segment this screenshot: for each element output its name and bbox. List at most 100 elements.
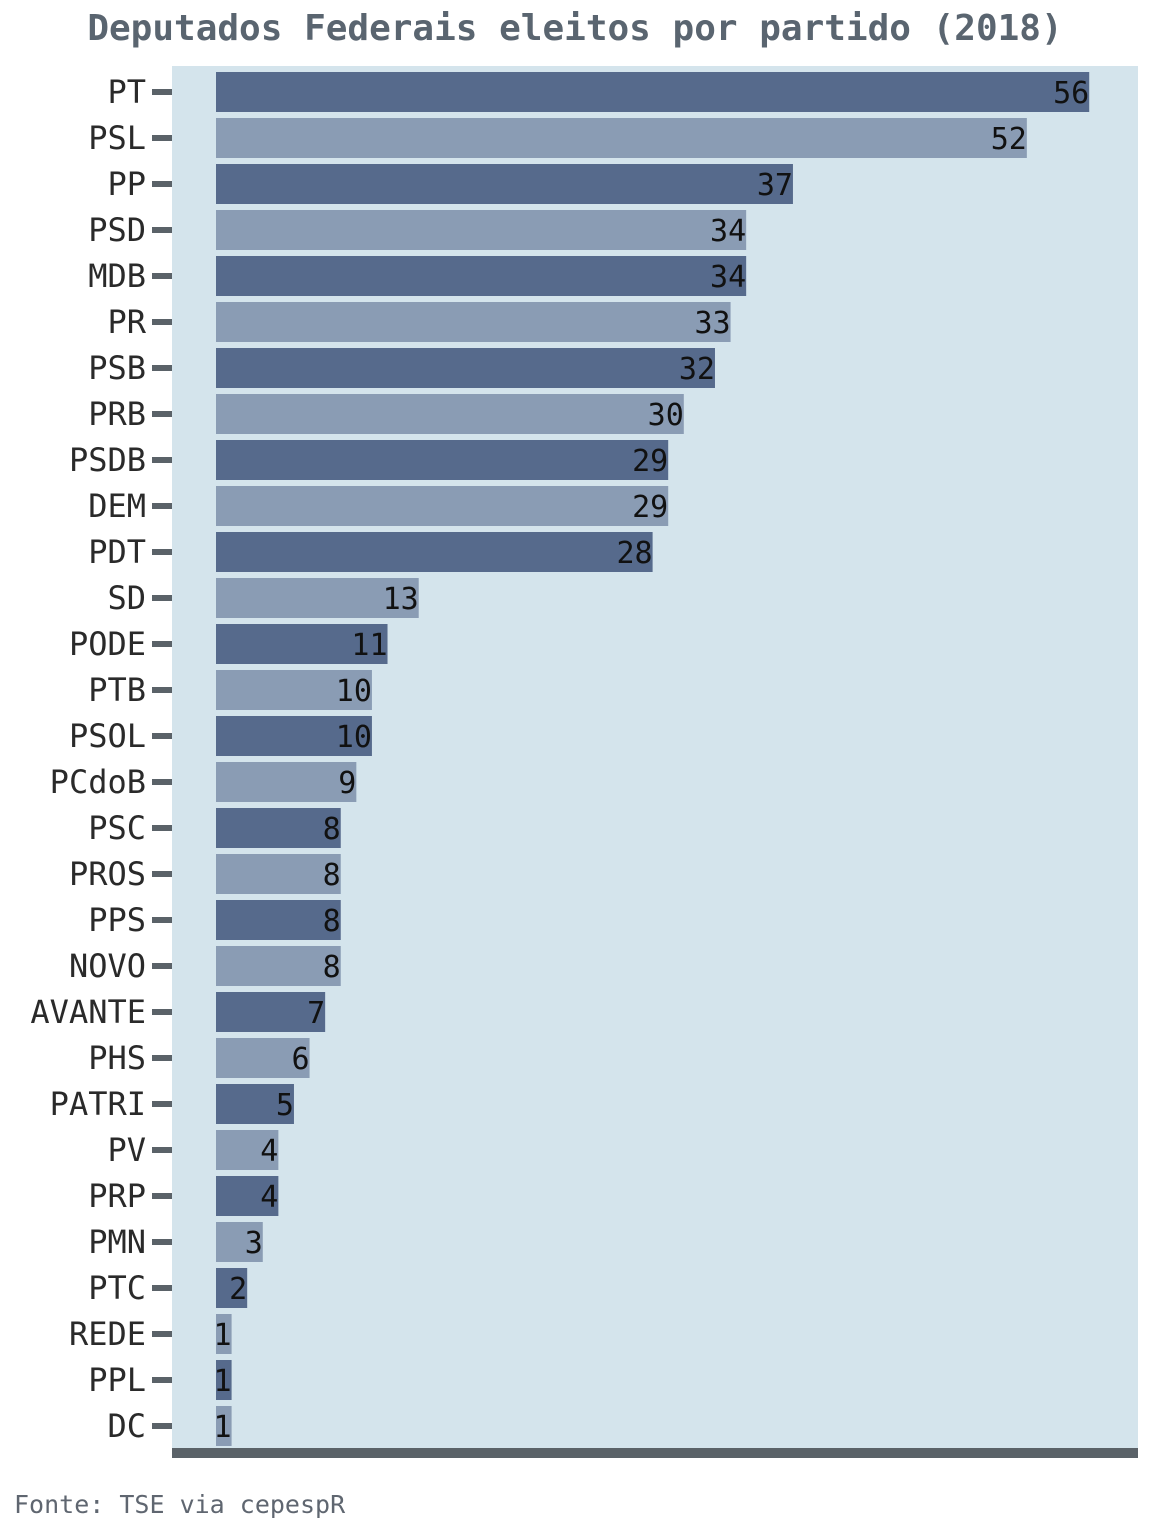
category-label-ptb: PTB xyxy=(88,671,146,709)
value-label-phs: 6 xyxy=(291,1042,309,1077)
value-label-psb: 32 xyxy=(679,352,715,387)
bar-psdb xyxy=(216,440,669,480)
value-label-dem: 29 xyxy=(632,490,668,525)
value-label-psd: 34 xyxy=(710,214,746,249)
y-tick-prb xyxy=(152,411,172,417)
bar-ptc xyxy=(216,1268,248,1308)
category-label-ptc: PTC xyxy=(88,1269,146,1307)
value-label-pcdob: 9 xyxy=(338,766,356,801)
value-label-pdt: 28 xyxy=(616,536,652,571)
value-labels: 5652373434333230292928131110109888876544… xyxy=(214,76,1090,1445)
category-label-psc: PSC xyxy=(88,809,146,847)
y-tick-ptb xyxy=(152,687,172,693)
bar-pode xyxy=(216,624,388,664)
category-label-dc: DC xyxy=(107,1407,146,1445)
value-label-ppl: 1 xyxy=(214,1364,232,1399)
category-label-patri: PATRI xyxy=(50,1085,146,1123)
y-tick-rede xyxy=(152,1331,172,1337)
y-tick-psdb xyxy=(152,457,172,463)
category-label-psd: PSD xyxy=(88,211,146,249)
category-label-psol: PSOL xyxy=(69,717,146,755)
category-label-pr: PR xyxy=(107,303,146,341)
y-tick-prp xyxy=(152,1193,172,1199)
bar-pmn xyxy=(216,1222,263,1262)
y-tick-pros xyxy=(152,871,172,877)
category-label-pv: PV xyxy=(107,1131,146,1169)
category-label-rede: REDE xyxy=(69,1315,146,1353)
value-label-pv: 4 xyxy=(260,1134,278,1169)
chart-title: Deputados Federais eleitos por partido (… xyxy=(87,8,1062,49)
value-label-rede: 1 xyxy=(214,1318,232,1353)
category-label-psdb: PSDB xyxy=(69,441,146,479)
bar-ppl xyxy=(216,1360,232,1400)
bars xyxy=(216,72,1090,1446)
bar-mdb xyxy=(216,256,747,296)
bar-pcdob xyxy=(216,762,357,802)
y-tick-sd xyxy=(152,595,172,601)
category-label-mdb: MDB xyxy=(88,257,146,295)
category-label-psb: PSB xyxy=(88,349,146,387)
bar-pros xyxy=(216,854,341,894)
category-label-pros: PROS xyxy=(69,855,146,893)
category-label-psl: PSL xyxy=(88,119,146,157)
value-label-sd: 13 xyxy=(383,582,419,617)
bar-pdt xyxy=(216,532,653,572)
value-label-pps: 8 xyxy=(323,904,341,939)
category-label-dem: DEM xyxy=(88,487,146,525)
y-tick-pp xyxy=(152,181,172,187)
value-label-psc: 8 xyxy=(323,812,341,847)
bar-prp xyxy=(216,1176,279,1216)
category-label-pmn: PMN xyxy=(88,1223,146,1261)
category-label-avante: AVANTE xyxy=(30,993,146,1031)
value-label-novo: 8 xyxy=(323,950,341,985)
category-label-pt: PT xyxy=(107,73,146,111)
value-label-pode: 11 xyxy=(351,628,387,663)
bar-dem xyxy=(216,486,669,526)
y-tick-dc xyxy=(152,1423,172,1429)
category-label-pps: PPS xyxy=(88,901,146,939)
bar-patri xyxy=(216,1084,294,1124)
y-tick-pmn xyxy=(152,1239,172,1245)
value-label-pmn: 3 xyxy=(245,1226,263,1261)
bar-pp xyxy=(216,164,793,204)
y-tick-mdb xyxy=(152,273,172,279)
y-tick-pt xyxy=(152,89,172,95)
category-label-prp: PRP xyxy=(88,1177,146,1215)
value-label-pp: 37 xyxy=(757,168,793,203)
bar-psc xyxy=(216,808,341,848)
y-tick-pv xyxy=(152,1147,172,1153)
bar-phs xyxy=(216,1038,310,1078)
y-tick-psd xyxy=(152,227,172,233)
y-tick-phs xyxy=(152,1055,172,1061)
bar-dc xyxy=(216,1406,232,1446)
value-label-ptb: 10 xyxy=(336,674,372,709)
plot-panel xyxy=(172,66,1138,1454)
y-tick-avante xyxy=(152,1009,172,1015)
y-tick-patri xyxy=(152,1101,172,1107)
y-tick-psc xyxy=(152,825,172,831)
category-label-prb: PRB xyxy=(88,395,146,433)
y-tick-pr xyxy=(152,319,172,325)
category-label-pode: PODE xyxy=(69,625,146,663)
bar-pps xyxy=(216,900,341,940)
category-label-ppl: PPL xyxy=(88,1361,146,1399)
category-label-pdt: PDT xyxy=(88,533,146,571)
bar-prb xyxy=(216,394,684,434)
y-tick-pcdob xyxy=(152,779,172,785)
value-label-patri: 5 xyxy=(276,1088,294,1123)
value-label-psl: 52 xyxy=(991,122,1027,157)
value-label-pr: 33 xyxy=(694,306,730,341)
category-label-novo: NOVO xyxy=(69,947,146,985)
y-tick-ptc xyxy=(152,1285,172,1291)
bar-pt xyxy=(216,72,1090,112)
y-tick-ppl xyxy=(152,1377,172,1383)
value-label-pt: 56 xyxy=(1053,76,1089,111)
bar-ptb xyxy=(216,670,372,710)
value-label-prp: 4 xyxy=(260,1180,278,1215)
value-label-psdb: 29 xyxy=(632,444,668,479)
y-tick-dem xyxy=(152,503,172,509)
source-caption: Fonte: TSE via cepespR xyxy=(14,1490,346,1519)
value-label-avante: 7 xyxy=(307,996,325,1031)
category-labels: PT PSL PP PSD MDB PR PSB PRB PSDB DEM PDT SD PODE PTB… xyxy=(30,73,146,1445)
category-label-pcdob: PCdoB xyxy=(50,763,146,801)
